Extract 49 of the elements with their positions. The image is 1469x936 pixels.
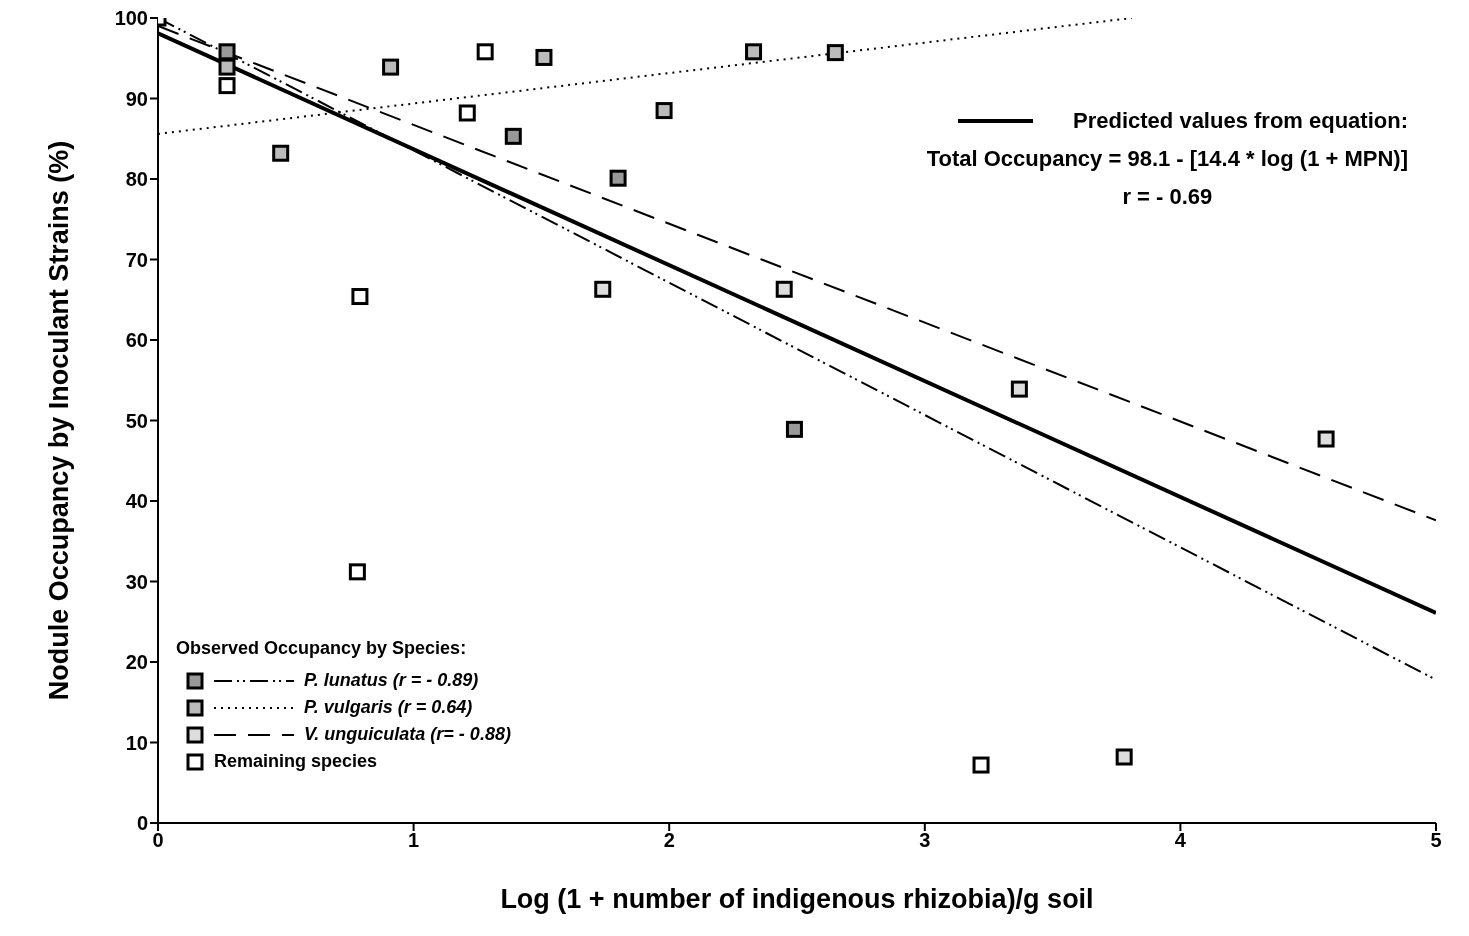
y-tick-label: 80 [125, 168, 148, 191]
annotation: Total Occupancy = 98.1 - [14.4 * log (1 + MPN)] [925, 146, 1408, 172]
y-axis-title: Nodule Occupancy by Inoculant Strains (%) [43, 140, 74, 701]
legend-title: Observed Occupancy by Species: [176, 638, 468, 659]
point [272, 144, 290, 162]
point [535, 48, 553, 66]
point [1115, 748, 1133, 766]
annotation: r = - 0.69 [1121, 184, 1214, 210]
y-tick-label: 40 [125, 490, 148, 513]
point [609, 169, 627, 187]
point [218, 43, 236, 61]
point [382, 58, 400, 76]
point [218, 77, 236, 95]
x-tick-label: 4 [1174, 829, 1187, 852]
y-tick-label: 0 [136, 812, 148, 835]
point [348, 563, 366, 581]
point [476, 43, 494, 61]
point [218, 58, 236, 76]
y-tick-label: 50 [125, 409, 148, 432]
x-tick-label: 2 [663, 829, 675, 852]
point [1317, 430, 1335, 448]
point [826, 44, 844, 62]
legend-label: Predicted values from equation: [1073, 108, 1408, 134]
point [1010, 380, 1028, 398]
point [745, 43, 763, 61]
y-tick-label: 30 [125, 570, 148, 593]
point [775, 280, 793, 298]
x-tick-label: 3 [919, 829, 931, 852]
point [785, 420, 803, 438]
legend-label: P. vulgaris (r = 0.64) [304, 697, 473, 718]
x-axis-title: Log (1 + number of indigenous rhizobia)/g soil [500, 884, 1094, 914]
legend-label: Remaining species [214, 751, 378, 772]
x-tick-label: 1 [408, 829, 420, 852]
y-tick-label: 90 [125, 87, 148, 110]
point [594, 280, 612, 298]
legend-label: V. unguiculata (r= - 0.88) [304, 724, 511, 745]
point [972, 756, 990, 774]
x-tick-label: 5 [1430, 829, 1442, 852]
point [458, 104, 476, 122]
y-tick-label: 70 [125, 248, 148, 271]
point [655, 102, 673, 120]
y-tick-label: 20 [125, 651, 148, 674]
point [351, 288, 369, 306]
x-tick-label: 0 [152, 829, 164, 852]
point [504, 127, 522, 145]
legend-label: P. lunatus (r = - 0.89) [304, 670, 479, 691]
y-tick-label: 10 [125, 731, 148, 754]
y-tick-label: 100 [114, 7, 148, 30]
y-tick-label: 60 [125, 329, 148, 352]
